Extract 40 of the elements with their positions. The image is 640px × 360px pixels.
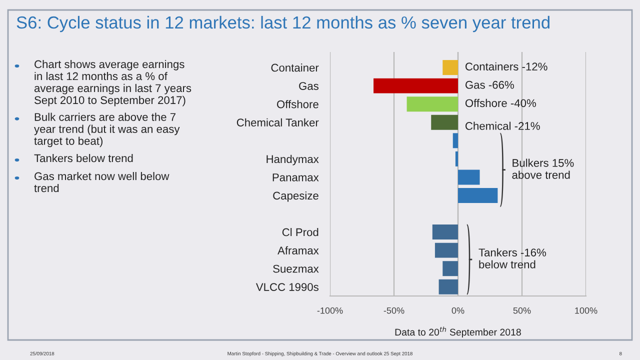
y-tick-label: Suezmax bbox=[273, 264, 319, 273]
text: Bulk carriers are above the 7 year trend (but it was an easy target to beat) bbox=[34, 112, 180, 148]
bar bbox=[458, 170, 480, 185]
annotation: Gas -66% bbox=[466, 80, 514, 89]
bar bbox=[438, 279, 458, 294]
bar bbox=[442, 261, 458, 276]
annotation: Chemical -21% bbox=[466, 122, 540, 130]
text: Chart shows average earnings in last 12 months as a % of average earnings in last 7 years Sept 2010 to September 2017) bbox=[34, 60, 192, 106]
y-tick-label: VLCC 1990s bbox=[256, 283, 318, 291]
x-tick-label: 100% bbox=[575, 307, 598, 314]
y-tick-label: Container bbox=[271, 64, 319, 72]
y-tick-label: Gas bbox=[299, 82, 318, 90]
bar bbox=[432, 224, 458, 240]
chart-title: S6: Cycle status in 12 markets: last 12 months as % seven year trend bbox=[16, 16, 550, 32]
annotation: Bulkers 15% above trend bbox=[512, 158, 574, 179]
y-tick-label: Aframax bbox=[278, 246, 319, 254]
bar bbox=[442, 60, 458, 76]
x-tick-label: -50% bbox=[384, 307, 404, 314]
x-tick-label: -100% bbox=[317, 307, 343, 314]
x-tick-label: 0% bbox=[452, 307, 464, 314]
annotation: Offshore -40% bbox=[465, 98, 536, 108]
y-tick-label: Cl Prod bbox=[282, 228, 318, 236]
y-tick-label: Offshore bbox=[277, 100, 318, 108]
x-tick-label: 50% bbox=[513, 307, 531, 314]
y-tick-label: Chemical Tanker bbox=[236, 118, 319, 126]
bar bbox=[458, 188, 498, 203]
bar bbox=[434, 242, 458, 258]
bar bbox=[406, 96, 458, 112]
text: Gas market now well below trend bbox=[34, 172, 170, 192]
y-tick-label: Capesize bbox=[273, 191, 318, 202]
bar bbox=[455, 151, 458, 166]
y-tick-label: Handymax bbox=[266, 154, 319, 166]
bar bbox=[374, 78, 458, 94]
bar bbox=[431, 114, 458, 130]
annotation: Containers -12% bbox=[466, 62, 548, 71]
x-axis-title: Data to 20$^{th}$ September 2018 bbox=[395, 326, 521, 338]
bar bbox=[452, 133, 458, 148]
annotation: Tankers -16% below trend bbox=[478, 248, 546, 268]
text: Tankers below trend bbox=[34, 154, 133, 162]
y-tick-label: Panamax bbox=[272, 174, 319, 182]
